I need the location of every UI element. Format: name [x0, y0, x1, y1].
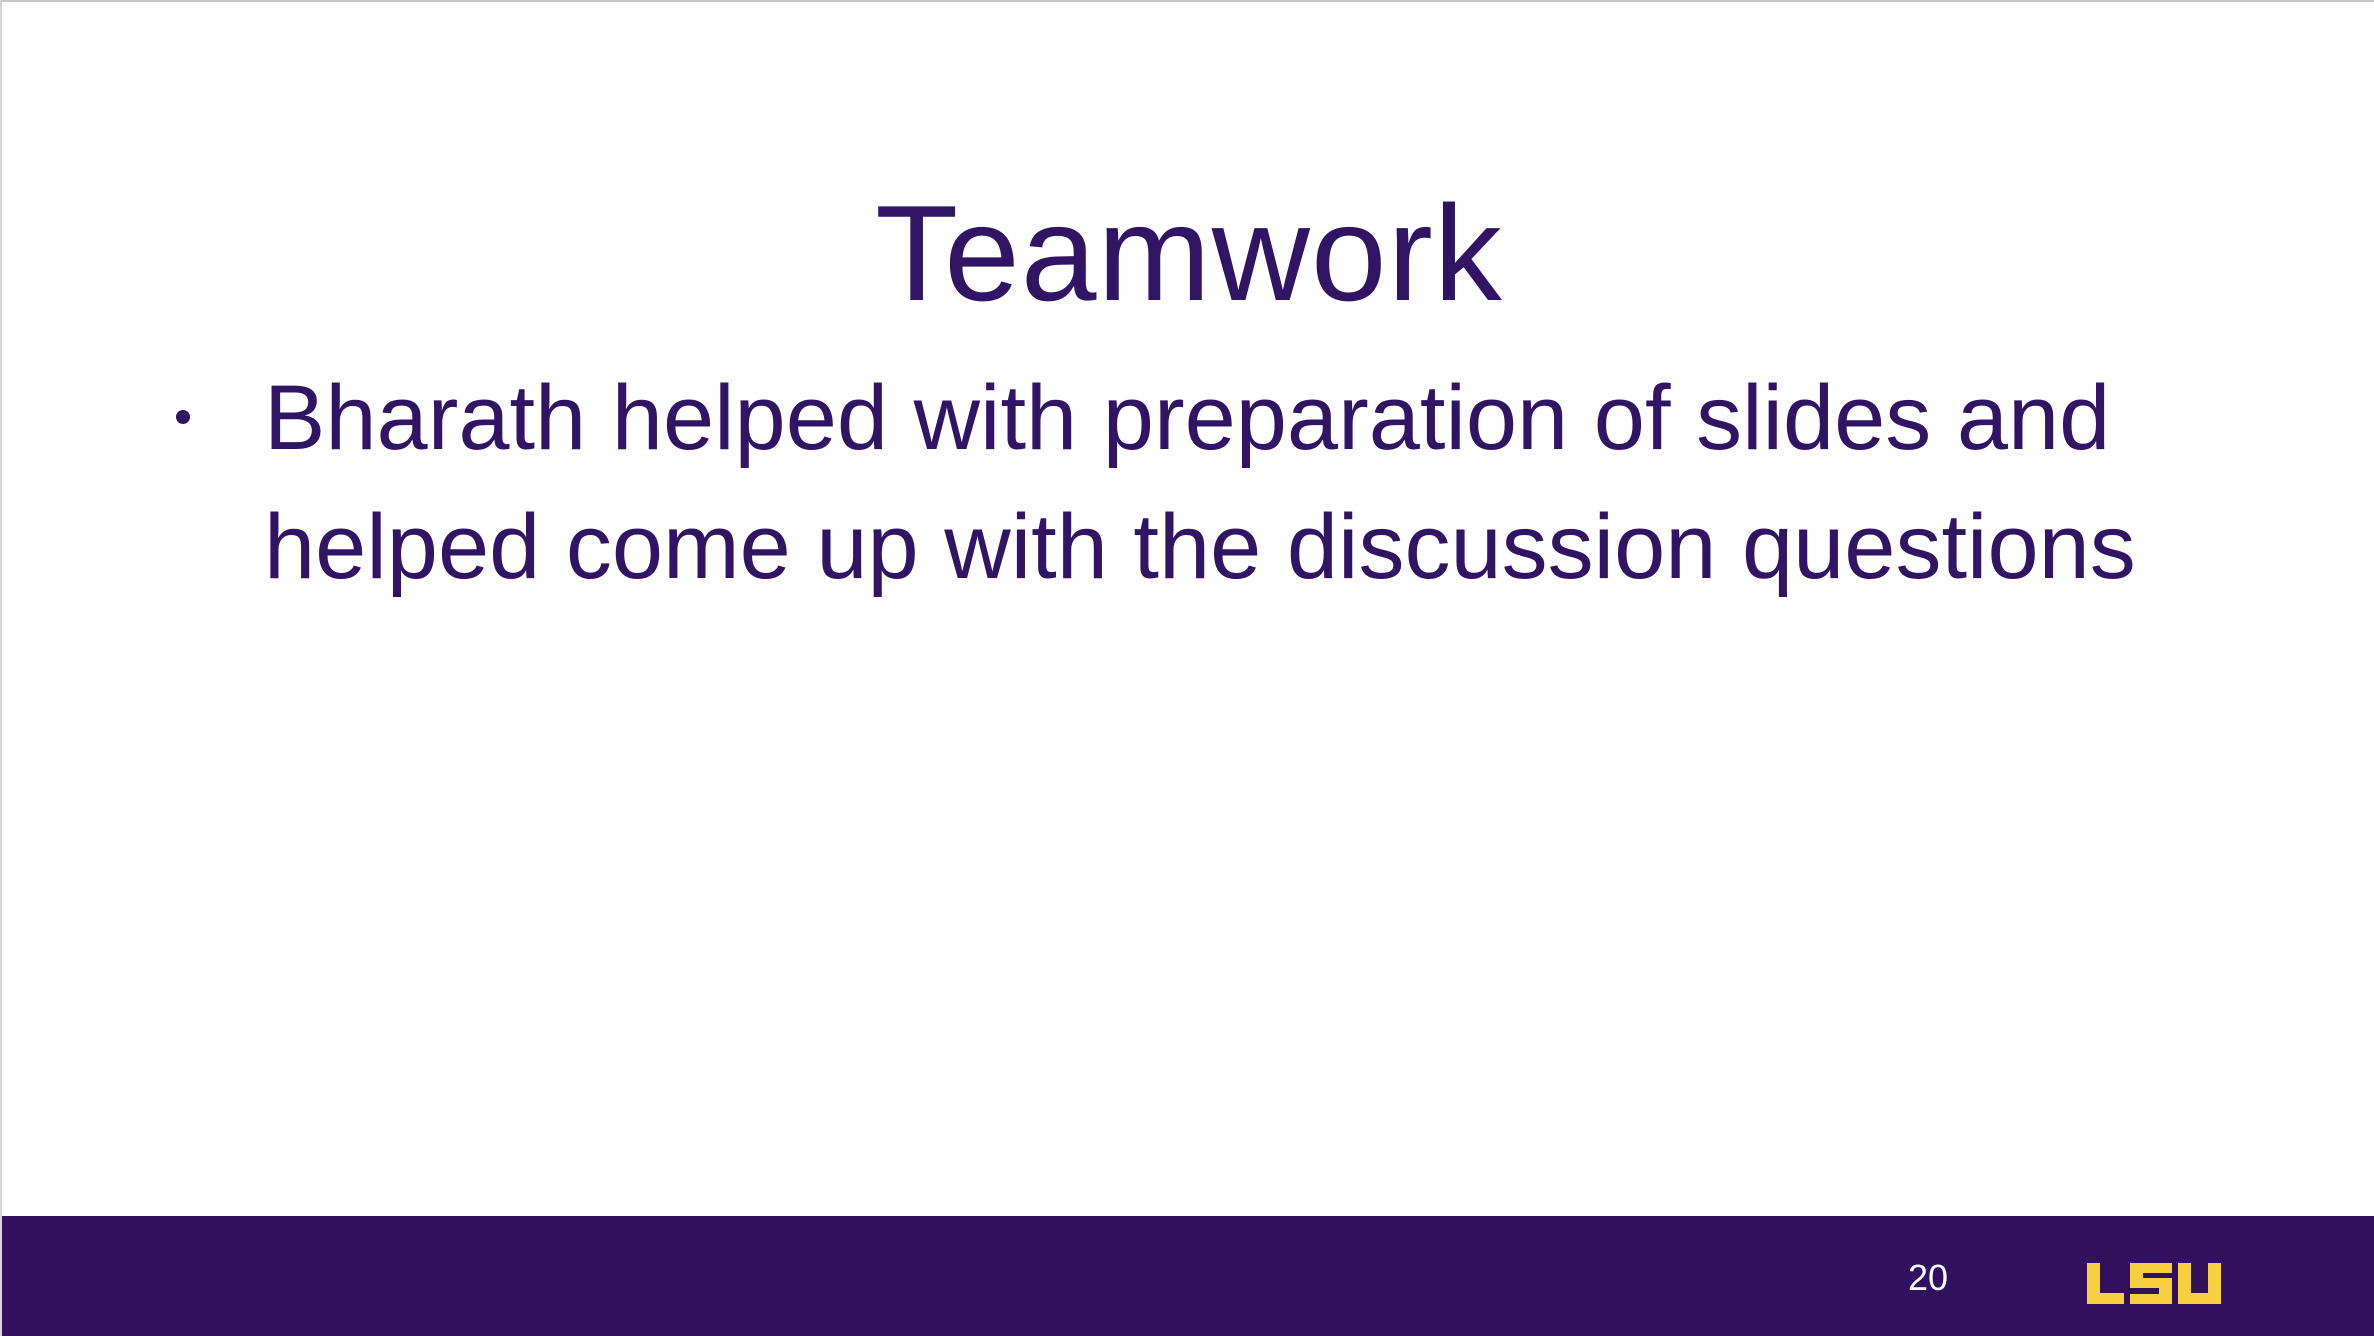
lsu-logo: [2084, 1260, 2224, 1306]
slide-title: Teamwork: [875, 177, 1503, 330]
bullet-dot-icon: [176, 410, 190, 424]
bullet-list: Bharath helped with preparation of slide…: [162, 354, 2142, 612]
footer-bar: 20: [2, 1216, 2374, 1336]
page-number: 20: [1907, 1257, 1949, 1298]
bullet-item: Bharath helped with preparation of slide…: [162, 354, 2142, 612]
bullet-text: Bharath helped with preparation of slide…: [264, 367, 2136, 598]
